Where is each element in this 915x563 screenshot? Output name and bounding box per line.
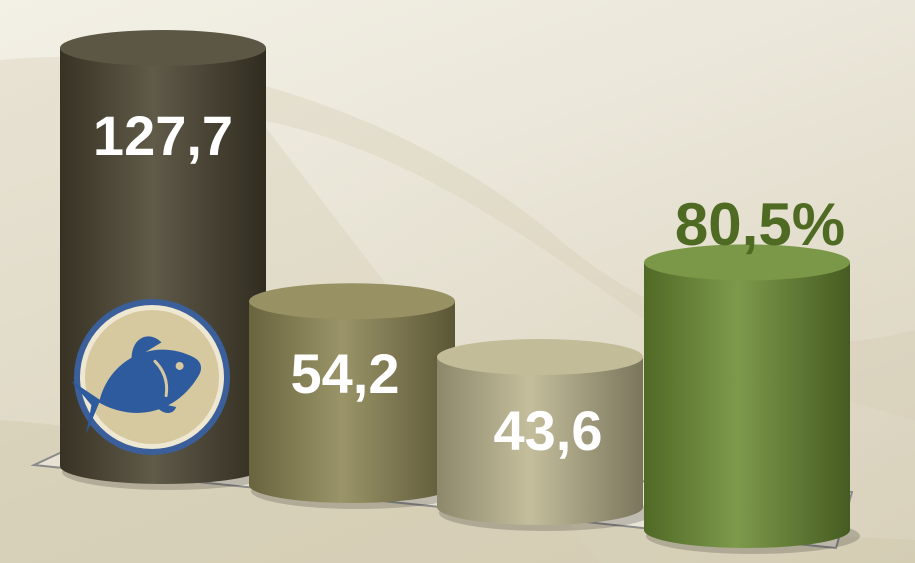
bar-4	[644, 244, 860, 554]
bar-value-label-3: 43,6	[494, 399, 603, 462]
bar-value-label-4: 80,5%	[675, 191, 845, 258]
bar-top	[437, 339, 643, 375]
bar-top	[249, 283, 455, 320]
bar-body	[437, 357, 643, 525]
bar-top	[644, 244, 850, 281]
bar-3	[437, 339, 653, 531]
bar-value-label-2: 54,2	[291, 342, 400, 405]
fish-icon	[70, 336, 202, 435]
bar-2	[249, 283, 465, 509]
bar-body	[249, 301, 455, 503]
bar-body	[644, 262, 850, 548]
bar-top	[60, 30, 266, 66]
bar-value-label-1: 127,7	[93, 104, 233, 167]
fish-badge	[70, 299, 230, 455]
